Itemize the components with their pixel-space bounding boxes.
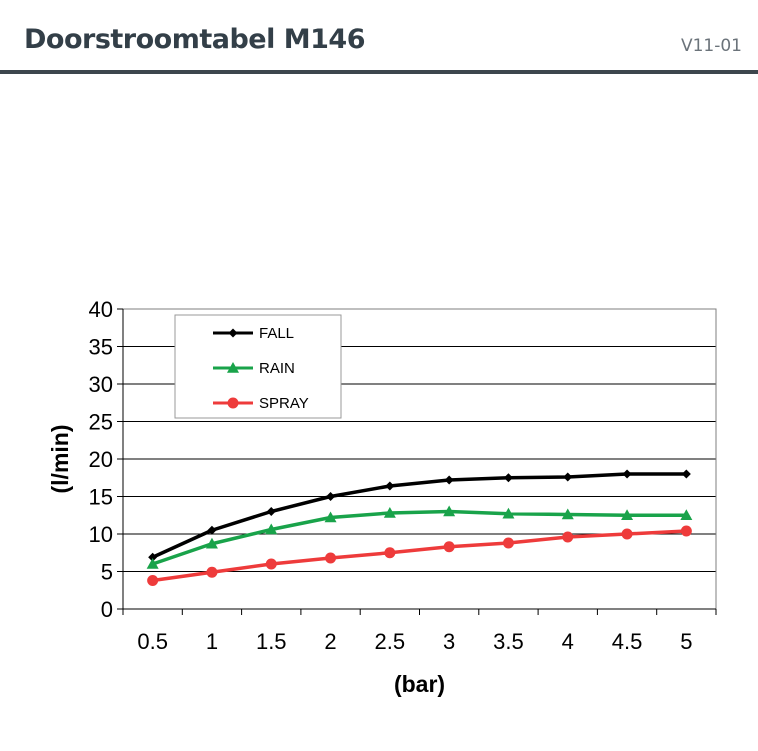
x-tick-label: 1 xyxy=(206,629,218,654)
x-axis-ticks: 0.5 1 1.5 2 2.5 3 3.5 4 4.5 5 xyxy=(122,608,717,654)
series-line xyxy=(151,472,687,559)
data-point xyxy=(265,558,277,570)
series-fall xyxy=(148,469,691,562)
data-point xyxy=(227,397,239,409)
x-tick-label: 2.5 xyxy=(375,629,406,654)
y-tick-label: 20 xyxy=(89,447,113,472)
data-point xyxy=(503,473,513,483)
x-axis-label: (bar) xyxy=(394,671,445,697)
x-tick-label: 4 xyxy=(562,629,574,654)
data-point xyxy=(444,475,454,485)
data-point xyxy=(561,508,574,520)
data-point xyxy=(502,537,514,549)
data-point xyxy=(207,525,217,535)
data-point xyxy=(621,528,633,540)
x-tick-label: 2 xyxy=(324,629,336,654)
legend: FALL RAIN SPRAY xyxy=(174,314,342,419)
data-point xyxy=(266,507,276,516)
data-point xyxy=(147,575,159,586)
y-tick-label: 10 xyxy=(89,522,113,547)
legend-item-rain: RAIN xyxy=(213,360,295,377)
data-point xyxy=(383,507,396,518)
y-tick-label: 0 xyxy=(101,597,113,622)
y-tick-label: 15 xyxy=(89,485,113,510)
data-point xyxy=(385,481,395,491)
legend-label: SPRAY xyxy=(259,395,309,412)
y-tick-label: 30 xyxy=(89,372,113,397)
x-tick-label: 0.5 xyxy=(137,629,168,654)
series-line xyxy=(152,509,687,566)
data-point xyxy=(326,492,336,501)
legend-item-fall: FALL xyxy=(213,325,294,342)
data-point xyxy=(228,328,238,338)
series-spray xyxy=(147,525,692,586)
series-line xyxy=(152,529,687,583)
page-title: Doorstroomtabel M146 xyxy=(24,24,366,55)
legend-label: FALL xyxy=(259,325,294,342)
header-divider xyxy=(0,70,758,74)
data-point xyxy=(680,509,693,521)
x-tick-label: 5 xyxy=(680,629,692,654)
legend-label: RAIN xyxy=(259,360,295,377)
data-point xyxy=(148,552,158,562)
data-point xyxy=(502,507,515,519)
data-point xyxy=(384,547,396,559)
data-point xyxy=(265,523,278,535)
y-tick-label: 35 xyxy=(89,335,113,360)
y-tick-label: 25 xyxy=(89,410,113,435)
legend-item-spray: SPRAY xyxy=(213,395,309,412)
page-header: Doorstroomtabel M146 V11-01 xyxy=(0,0,758,74)
x-tick-label: 3 xyxy=(443,629,455,654)
data-point xyxy=(146,558,159,569)
data-point xyxy=(622,469,632,479)
data-point xyxy=(325,552,337,564)
data-point xyxy=(227,362,239,373)
data-point xyxy=(562,531,574,543)
y-axis-label: (l/min) xyxy=(47,425,73,494)
data-point xyxy=(621,509,634,521)
data-point xyxy=(206,566,218,578)
version-label: V11-01 xyxy=(680,36,742,56)
data-point xyxy=(681,469,691,479)
x-tick-label: 1.5 xyxy=(256,629,287,654)
data-point xyxy=(324,511,337,523)
x-tick-label: 4.5 xyxy=(612,629,643,654)
data-point xyxy=(563,472,573,482)
y-axis-ticks: 0 5 10 15 20 25 30 35 40 xyxy=(89,297,124,622)
y-tick-label: 5 xyxy=(101,560,113,585)
data-point xyxy=(680,525,692,537)
data-point xyxy=(443,505,456,517)
series-rain xyxy=(146,505,693,569)
legend-box xyxy=(174,314,342,419)
x-tick-label: 3.5 xyxy=(493,629,524,654)
series-lines xyxy=(146,469,693,586)
y-tick-label: 40 xyxy=(89,297,113,322)
data-point xyxy=(443,541,455,553)
data-point xyxy=(205,537,218,549)
